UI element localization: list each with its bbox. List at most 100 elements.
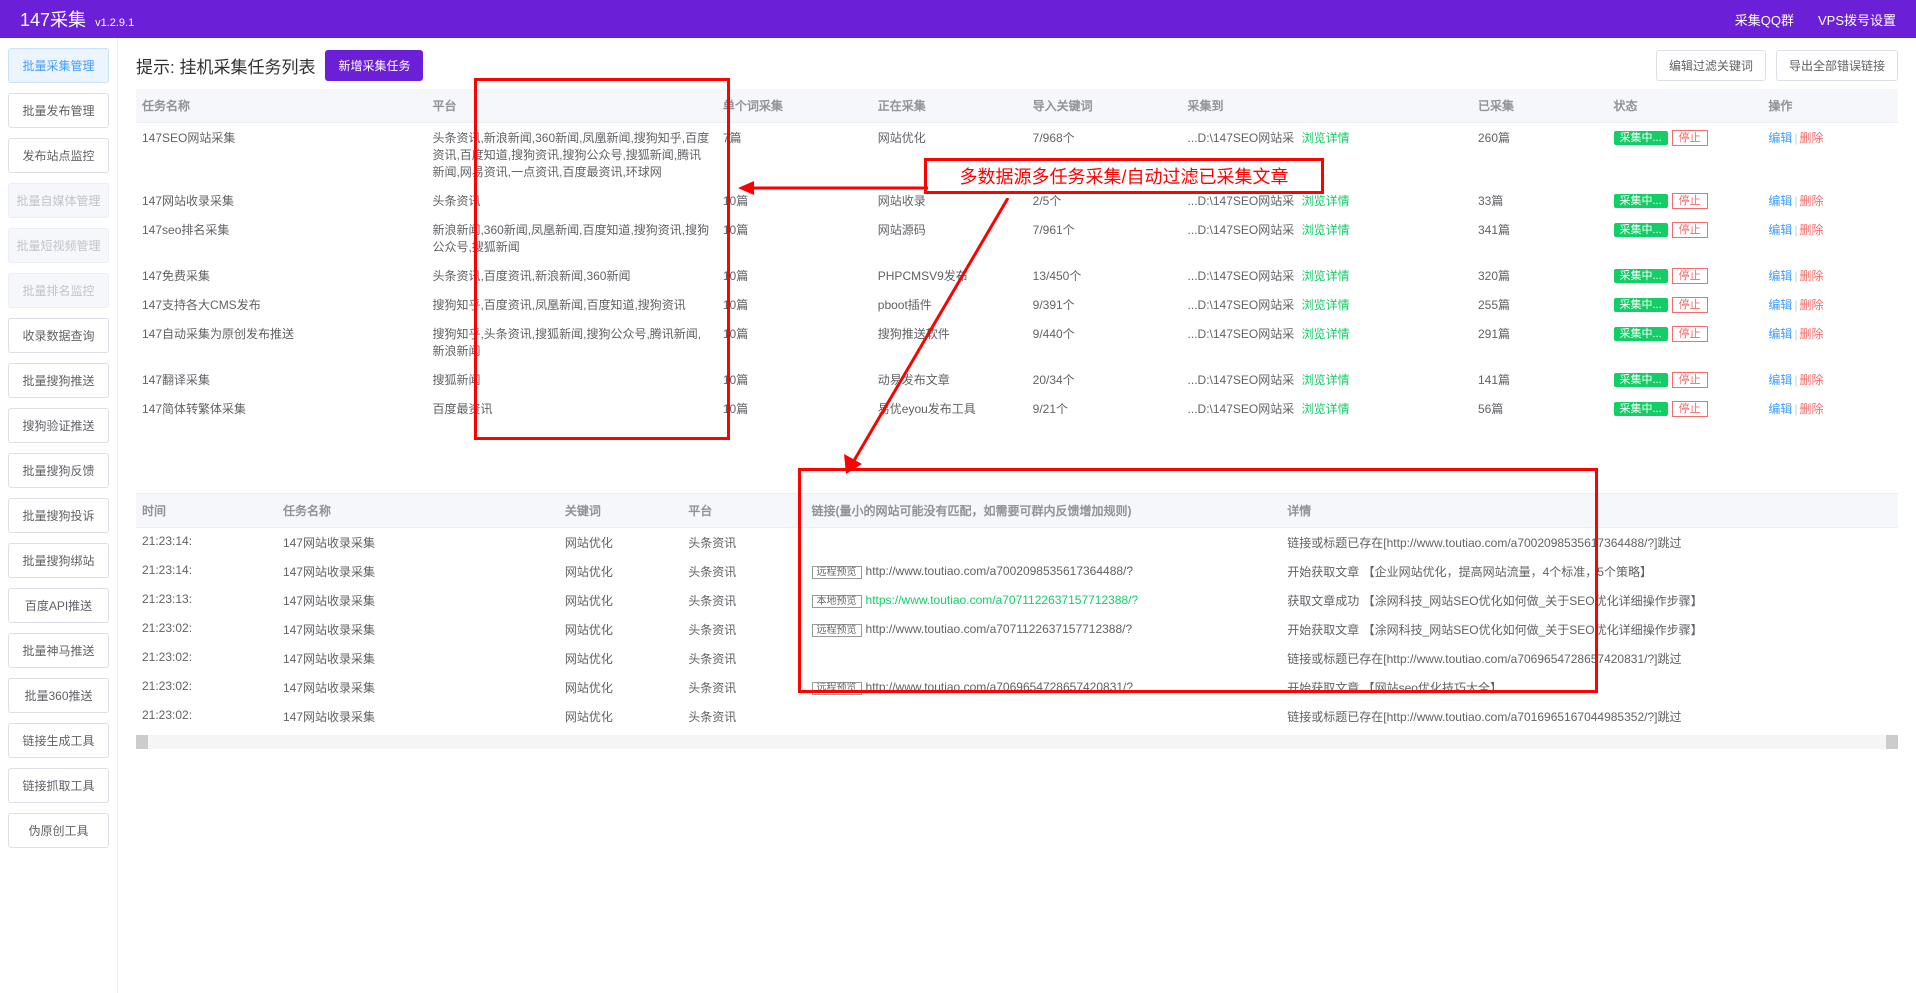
browse-detail-link[interactable]: 浏览详情 [1302,298,1350,312]
cell-current: pboot插件 [872,290,1027,319]
log-url[interactable]: http://www.toutiao.com/a7069654728657420… [866,680,1134,694]
task-row: 147免费采集头条资讯,百度资讯,新浪新闻,360新闻10篇PHPCMSV9发布… [136,261,1898,290]
cell-keyword: 网站优化 [559,557,682,586]
stop-button[interactable]: 停止 [1672,372,1708,388]
cell-current: 易优eyou发布工具 [872,394,1027,423]
scroll-left-icon[interactable] [136,735,148,749]
delete-button[interactable]: 删除 [1800,269,1824,283]
topbar-right: 采集QQ群 VPS拨号设置 [1735,10,1896,29]
th-detail: 详情 [1281,494,1898,528]
cell-single: 10篇 [717,394,872,423]
edit-button[interactable]: 编辑 [1768,327,1792,341]
edit-button[interactable]: 编辑 [1768,269,1792,283]
cell-current: 网站收录 [872,186,1027,215]
cell-platform: 头条资讯 [682,615,805,644]
edit-filter-keywords-button[interactable]: 编辑过滤关键词 [1656,50,1766,81]
cell-single: 10篇 [717,290,872,319]
cell-platform: 头条资讯 [682,557,805,586]
stop-button[interactable]: 停止 [1672,268,1708,284]
browse-detail-link[interactable]: 浏览详情 [1302,327,1350,341]
add-task-button[interactable]: 新增采集任务 [325,50,423,81]
task-row: 147seo排名采集新浪新闻,360新闻,凤凰新闻,百度知道,搜狗资讯,搜狗公众… [136,215,1898,261]
cell-time: 21:23:02: [136,615,277,644]
th-import: 导入关键词 [1027,89,1182,123]
cell-single: 10篇 [717,186,872,215]
browse-detail-link[interactable]: 浏览详情 [1302,223,1350,237]
edit-button[interactable]: 编辑 [1768,131,1792,145]
scroll-right-icon[interactable] [1886,735,1898,749]
delete-button[interactable]: 删除 [1800,402,1824,416]
log-url[interactable]: http://www.toutiao.com/a7002098535617364… [866,564,1134,578]
log-url[interactable]: https://www.toutiao.com/a707112263715771… [866,593,1139,607]
browse-detail-link[interactable]: 浏览详情 [1302,373,1350,387]
cell-platform: 搜狐新闻 [426,365,716,394]
log-row: 21:23:14:147网站收录采集网站优化头条资讯远程预览http://www… [136,557,1898,586]
task-row: 147简体转繁体采集百度最资讯10篇易优eyou发布工具9/21个...D:\1… [136,394,1898,423]
delete-button[interactable]: 删除 [1800,194,1824,208]
sidebar-item-16[interactable]: 链接抓取工具 [8,768,109,803]
sidebar-item-10[interactable]: 批量搜狗投诉 [8,498,109,533]
log-row: 21:23:02:147网站收录采集网站优化头条资讯链接或标题已存在[http:… [136,644,1898,673]
stop-button[interactable]: 停止 [1672,130,1708,146]
th-single: 单个词采集 [717,89,872,123]
sidebar-item-9[interactable]: 批量搜狗反馈 [8,453,109,488]
sidebar-item-14[interactable]: 批量360推送 [8,678,109,713]
cell-task: 147网站收录采集 [277,557,559,586]
export-error-links-button[interactable]: 导出全部错误链接 [1776,50,1898,81]
delete-button[interactable]: 删除 [1800,298,1824,312]
edit-button[interactable]: 编辑 [1768,223,1792,237]
cell-ops: 编辑|删除 [1762,319,1898,365]
delete-button[interactable]: 删除 [1800,327,1824,341]
stop-button[interactable]: 停止 [1672,326,1708,342]
preview-tag[interactable]: 远程预览 [812,566,862,579]
browse-detail-link[interactable]: 浏览详情 [1302,402,1350,416]
sidebar-item-15[interactable]: 链接生成工具 [8,723,109,758]
task-row: 147SEO网站采集头条资讯,新浪新闻,360新闻,凤凰新闻,搜狗知乎,百度资讯… [136,123,1898,187]
delete-button[interactable]: 删除 [1800,223,1824,237]
cell-detail: 获取文章成功 【涂网科技_网站SEO优化如何做_关于SEO优化详细操作步骤】 [1281,586,1898,615]
nav-vps-settings[interactable]: VPS拨号设置 [1818,10,1896,29]
stop-button[interactable]: 停止 [1672,222,1708,238]
sidebar-item-13[interactable]: 批量神马推送 [8,633,109,668]
cell-link: 远程预览 http://www.toutiao.com/a700209853561… [806,557,1282,586]
stop-button[interactable]: 停止 [1672,297,1708,313]
edit-button[interactable]: 编辑 [1768,402,1792,416]
stop-button[interactable]: 停止 [1672,193,1708,209]
preview-tag[interactable]: 本地预览 [812,595,862,608]
sidebar-item-0[interactable]: 批量采集管理 [8,48,109,83]
sidebar-item-12[interactable]: 百度API推送 [8,588,109,623]
cell-done: 141篇 [1472,365,1608,394]
cell-link: 远程预览 http://www.toutiao.com/a706965472865… [806,673,1282,702]
cell-status: 采集中...停止 [1608,215,1763,261]
cell-name: 147SEO网站采集 [136,123,426,187]
cell-name: 147网站收录采集 [136,186,426,215]
cell-time: 21:23:02: [136,702,277,731]
sidebar-item-6[interactable]: 收录数据查询 [8,318,109,353]
main-panel: 提示: 挂机采集任务列表 新增采集任务 编辑过滤关键词 导出全部错误链接 任务名… [118,38,1916,993]
horizontal-scrollbar[interactable] [136,735,1898,749]
stop-button[interactable]: 停止 [1672,401,1708,417]
sidebar-item-11[interactable]: 批量搜狗绑站 [8,543,109,578]
sidebar-item-17[interactable]: 伪原创工具 [8,813,109,848]
sidebar-item-1[interactable]: 批量发布管理 [8,93,109,128]
edit-button[interactable]: 编辑 [1768,373,1792,387]
edit-button[interactable]: 编辑 [1768,194,1792,208]
edit-button[interactable]: 编辑 [1768,298,1792,312]
sidebar-item-2[interactable]: 发布站点监控 [8,138,109,173]
browse-detail-link[interactable]: 浏览详情 [1302,194,1350,208]
th-task: 任务名称 [277,494,559,528]
log-url[interactable]: http://www.toutiao.com/a7071122637157712… [866,622,1133,636]
sidebar-item-8[interactable]: 搜狗验证推送 [8,408,109,443]
delete-button[interactable]: 删除 [1800,373,1824,387]
browse-detail-link[interactable]: 浏览详情 [1302,269,1350,283]
cell-single: 10篇 [717,215,872,261]
cell-time: 21:23:02: [136,673,277,702]
browse-detail-link[interactable]: 浏览详情 [1302,131,1350,145]
preview-tag[interactable]: 远程预览 [812,624,862,637]
sidebar-item-7[interactable]: 批量搜狗推送 [8,363,109,398]
nav-qq-group[interactable]: 采集QQ群 [1735,10,1794,29]
cell-ops: 编辑|删除 [1762,123,1898,187]
delete-button[interactable]: 删除 [1800,131,1824,145]
cell-keyword: 网站优化 [559,702,682,731]
preview-tag[interactable]: 远程预览 [812,682,862,695]
